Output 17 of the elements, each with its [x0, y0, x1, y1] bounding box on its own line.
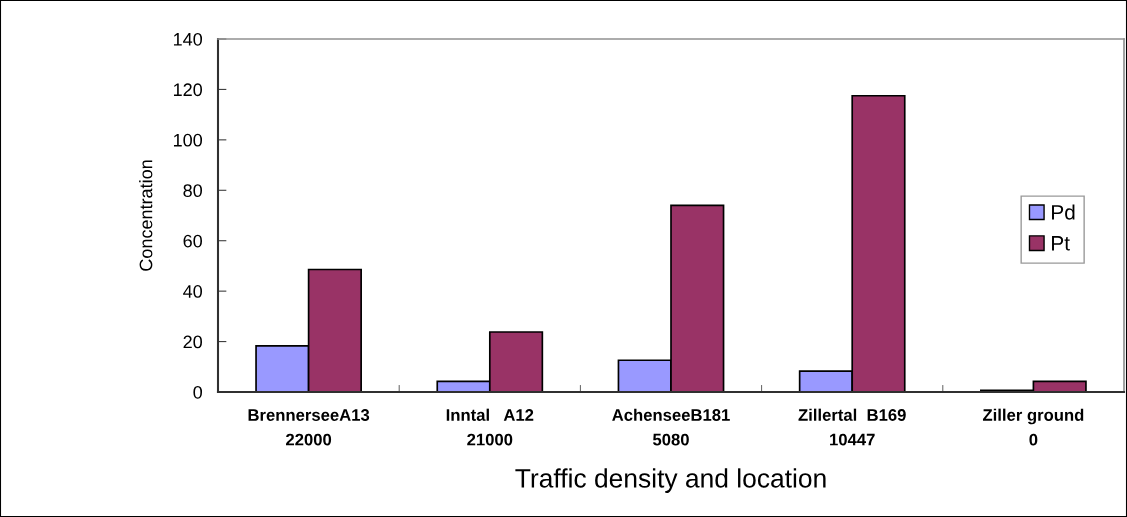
x-tick-label: AchenseeB181 5080 [612, 408, 730, 446]
y-tick-label: 0 [193, 385, 203, 399]
x-tick-label: BrennerseeA13 22000 [248, 409, 370, 446]
x-tick-label: Inntal A12 21000 [446, 408, 534, 446]
y-tick-label: 20 [183, 335, 203, 349]
x-tick-label: Zillertal B169 10447 [798, 408, 906, 446]
y-tick-label: 80 [183, 184, 203, 198]
legend-label: Pd [1052, 204, 1075, 220]
x-axis-title: Traffic density and location [515, 468, 826, 493]
x-tick-label: Ziller ground 0 [982, 408, 1084, 446]
y-tick-label: 140 [173, 32, 203, 46]
y-tick-label: 60 [183, 234, 203, 248]
y-tick-label: 40 [183, 285, 203, 298]
y-tick-label: 120 [173, 83, 203, 97]
legend-label: Pt [1052, 236, 1070, 251]
y-axis-title: Concentration [139, 160, 153, 271]
y-tick-label: 100 [173, 133, 203, 147]
